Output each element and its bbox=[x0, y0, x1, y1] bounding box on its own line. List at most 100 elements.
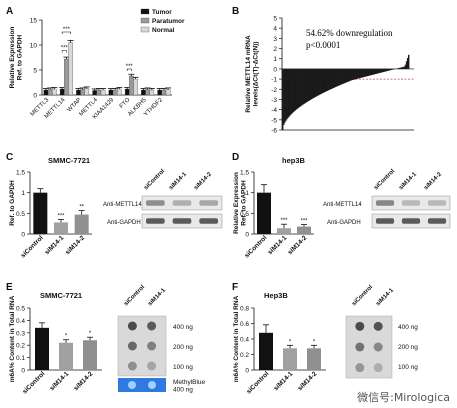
bar-tumor-mettl4 bbox=[92, 90, 97, 96]
bar-tumor-wtap bbox=[76, 89, 81, 96]
panel-b-bar bbox=[404, 64, 407, 69]
panel-a-ylabel-line: Ref. to GAPDH bbox=[17, 34, 24, 80]
bar-sim14-2 bbox=[83, 340, 97, 370]
panel-d-blot-lane-label: siM14-2 bbox=[423, 171, 443, 191]
panel-b-bar bbox=[361, 68, 363, 78]
bar-sicontrol bbox=[257, 192, 271, 234]
panel-d-ytick-label: 0 bbox=[245, 232, 249, 239]
panel-a-sig-label: *** bbox=[63, 27, 71, 33]
panel-b-bar bbox=[305, 68, 307, 103]
panel-b-bar bbox=[290, 68, 292, 115]
panel-c-blot-gapdh-band bbox=[146, 218, 165, 224]
panel-d-blot-mettl14-band bbox=[375, 200, 395, 206]
panel-d-blot-label-gapdh: Anti-GAPDH bbox=[327, 220, 361, 226]
bar-paratumor-mettl4 bbox=[96, 89, 102, 96]
panel-d-blot-label-mettl14: Anti-METTL14 bbox=[323, 202, 362, 208]
panel-b-bar bbox=[343, 68, 345, 84]
panel-e-methylblue-strip bbox=[118, 378, 166, 392]
panel-b-bar bbox=[374, 68, 376, 75]
panel-f-dot-lane-label: siControl bbox=[351, 284, 374, 307]
panel-f-ytick-label: 0 bbox=[245, 368, 249, 375]
panel-a-ytick-label: 0 bbox=[33, 93, 37, 100]
bar-tumor-kiaa1429 bbox=[108, 89, 114, 96]
bar-paratumor-mettl14 bbox=[64, 58, 69, 96]
panel-f-sig-label: * bbox=[289, 339, 292, 345]
bar-sim14-1 bbox=[277, 228, 291, 234]
panel-f-title: Hep3B bbox=[264, 291, 288, 300]
panel-c-ylabel-line: Ref. to GAPDH bbox=[9, 180, 16, 226]
panel-b-bar bbox=[316, 68, 319, 96]
panel-b-bar bbox=[362, 68, 364, 78]
panel-b-bar bbox=[344, 68, 346, 83]
panel-c-blot-gapdh-band bbox=[172, 218, 192, 224]
panel-b-bar bbox=[301, 68, 303, 106]
panel-f-ytick-label: 0.6 bbox=[240, 321, 249, 328]
panel-c-xtick-label: siM14-1 bbox=[44, 234, 66, 256]
panel-b-bar bbox=[346, 68, 348, 83]
panel-b-bar bbox=[385, 68, 388, 72]
panel-d-blot-mettl14-band bbox=[401, 200, 421, 206]
panel-b-bar bbox=[312, 68, 315, 99]
panel-a-sig-bracket bbox=[61, 50, 67, 53]
panel-f-dotblot-dot bbox=[373, 342, 383, 352]
panel-c-ytick-label: 1 bbox=[21, 190, 25, 197]
panel-b-bar bbox=[293, 68, 296, 112]
panel-b-bar bbox=[391, 68, 393, 70]
panel-b-bar bbox=[324, 68, 326, 92]
panel-a-ytick-label: 5 bbox=[33, 68, 37, 75]
panel-c-ytick-label: 0.5 bbox=[16, 211, 25, 218]
panel-b-pvalue-text: p<0.0001 bbox=[306, 40, 340, 50]
panel-b-bar bbox=[296, 68, 299, 109]
panel-e-dot-lane-label: siControl bbox=[123, 284, 146, 307]
panel-b-ylabel-line: levels(ΔCt(T)-ΔCt(N)) bbox=[253, 42, 260, 107]
panel-f-dotblot-dot bbox=[355, 321, 365, 331]
panel-d-sig-label: *** bbox=[300, 219, 308, 225]
panel-b-bar bbox=[284, 68, 286, 123]
panel-e-xtick-label: siControl bbox=[21, 370, 46, 395]
legend-swatch-paratumor bbox=[140, 17, 150, 24]
panel-b-bar bbox=[373, 68, 375, 75]
panel-b-ylabel-line: Relative METTL14 mRNA bbox=[245, 35, 252, 113]
panel-b-bar bbox=[334, 68, 337, 88]
panel-b-bar bbox=[342, 68, 344, 84]
panel-f-dot-row-label: 200 ng bbox=[398, 344, 418, 351]
panel-b-bar bbox=[398, 67, 400, 69]
panel-b-bar bbox=[287, 68, 289, 118]
bar-tumor-alkbh5 bbox=[141, 89, 146, 96]
panel-d-ylabel: Relative Expression Ref. to GAPDH bbox=[233, 172, 248, 234]
legend-label-normal: Normal bbox=[152, 27, 175, 34]
panel-c-blot-label-gapdh: Anti-GAPDH bbox=[107, 220, 141, 226]
panel-d-ylabel-line: Ref. to GAPDH bbox=[241, 180, 248, 226]
panel-b-ytick-label: -6 bbox=[271, 128, 277, 135]
bar-sim14-2 bbox=[297, 226, 311, 234]
panel-f-dotblot-dot bbox=[373, 363, 383, 373]
panel-d-xtick-label: siM14-2 bbox=[287, 234, 309, 256]
panel-b-bar bbox=[319, 68, 321, 95]
panel-f-ytick-label: 0.4 bbox=[240, 337, 249, 344]
panel-b-bar bbox=[399, 67, 401, 69]
panel-b-bar bbox=[298, 68, 301, 108]
panel-b-ytick-label: 5 bbox=[273, 16, 277, 23]
panel-c-blot-label-mettl14: Anti-METTL14 bbox=[103, 202, 142, 208]
panel-b-ytick-label: -5 bbox=[271, 117, 277, 124]
panel-b-bar bbox=[309, 68, 311, 101]
panel-f-xtick-label: siM14-2 bbox=[297, 370, 319, 392]
panel-c-ytick-label: 1.5 bbox=[16, 170, 25, 177]
panel-b-ytick-label: -2 bbox=[271, 87, 277, 94]
panel-b-bar bbox=[386, 68, 389, 71]
panel-b-bar bbox=[337, 68, 339, 87]
bar-normal-mettl3 bbox=[52, 88, 57, 96]
panel-e-ylabel: m6A% Content in Total RNA bbox=[9, 295, 16, 382]
panel-b-bar bbox=[285, 68, 287, 121]
panel-f-dotblot-dot bbox=[355, 363, 365, 373]
bar-sicontrol bbox=[35, 327, 49, 370]
panel-b-bar bbox=[375, 68, 377, 74]
panel-e-dotblot-dot bbox=[147, 361, 157, 371]
panel-b-bar bbox=[366, 68, 369, 77]
panel-b-bar bbox=[408, 54, 410, 69]
panel-e-dotblot-dot bbox=[127, 361, 137, 371]
panel-e-dotblot-dot bbox=[127, 341, 137, 351]
panel-b-bar bbox=[368, 68, 371, 76]
panel-b-bar bbox=[363, 68, 365, 78]
